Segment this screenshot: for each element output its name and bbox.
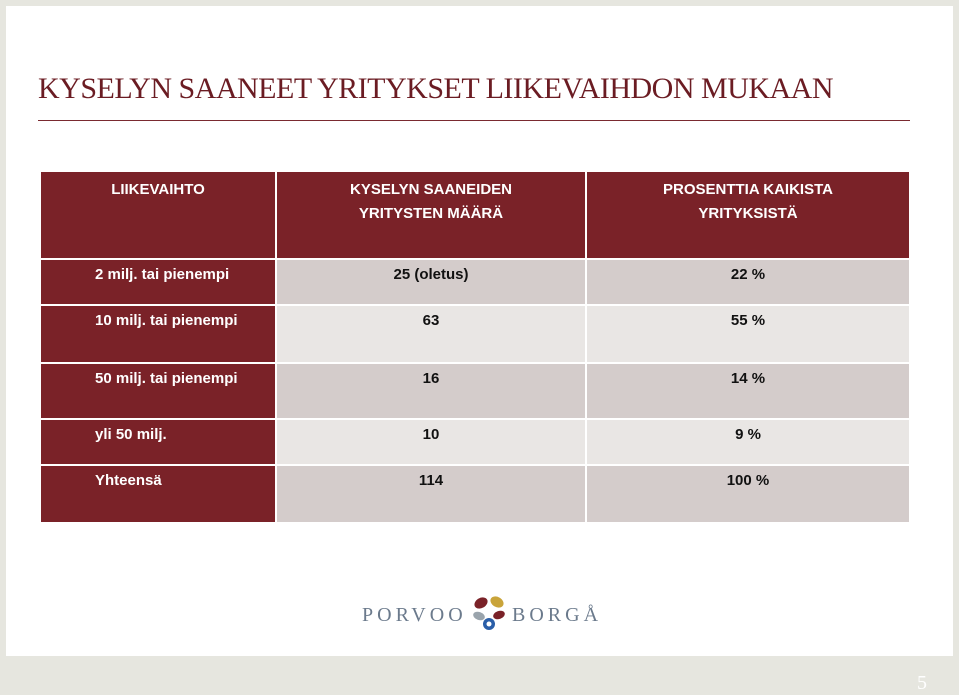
table-row: 50 milj. tai pienempi 16 14 % (39, 362, 911, 420)
header-revenue: LIIKEVAIHTO (39, 170, 277, 260)
row-count: 10 (275, 418, 587, 466)
table-row: 10 milj. tai pienempi 63 55 % (39, 304, 911, 364)
table-row: 2 milj. tai pienempi 25 (oletus) 22 % (39, 258, 911, 306)
row-count: 25 (oletus) (275, 258, 587, 306)
logo-word-borga: BORGÅ (512, 604, 603, 626)
row-percent: 100 % (585, 464, 911, 524)
table-row: Yhteensä 114 100 % (39, 464, 911, 524)
row-label: 2 milj. tai pienempi (39, 258, 277, 306)
row-percent: 14 % (585, 362, 911, 420)
row-label: 50 milj. tai pienempi (39, 362, 277, 420)
row-label: 10 milj. tai pienempi (39, 304, 277, 364)
row-percent: 22 % (585, 258, 911, 306)
row-label: Yhteensä (39, 464, 277, 524)
header-percentage: PROSENTTIA KAIKISTA YRITYKSISTÄ (585, 170, 911, 260)
row-count: 114 (275, 464, 587, 524)
revenue-table: LIIKEVAIHTO KYSELYN SAANEIDEN YRITYSTEN … (39, 170, 911, 524)
porvoo-borga-logo: PORVOO BORGÅ (362, 594, 622, 636)
row-count: 16 (275, 362, 587, 420)
slide: KYSELYN SAANEET YRITYKSET LIIKEVAIHDON M… (6, 6, 953, 656)
logo-emblem-icon (473, 596, 505, 630)
table-row: yli 50 milj. 10 9 % (39, 418, 911, 466)
table-header-row: LIIKEVAIHTO KYSELYN SAANEIDEN YRITYSTEN … (39, 170, 911, 260)
row-label: yli 50 milj. (39, 418, 277, 466)
logo-word-porvoo: PORVOO (362, 604, 467, 626)
row-percent: 9 % (585, 418, 911, 466)
slide-title: KYSELYN SAANEET YRITYKSET LIIKEVAIHDON M… (38, 72, 834, 105)
row-percent: 55 % (585, 304, 911, 364)
title-divider (38, 120, 910, 121)
page-number: 5 (917, 672, 927, 694)
row-count: 63 (275, 304, 587, 364)
header-company-count: KYSELYN SAANEIDEN YRITYSTEN MÄÄRÄ (275, 170, 587, 260)
